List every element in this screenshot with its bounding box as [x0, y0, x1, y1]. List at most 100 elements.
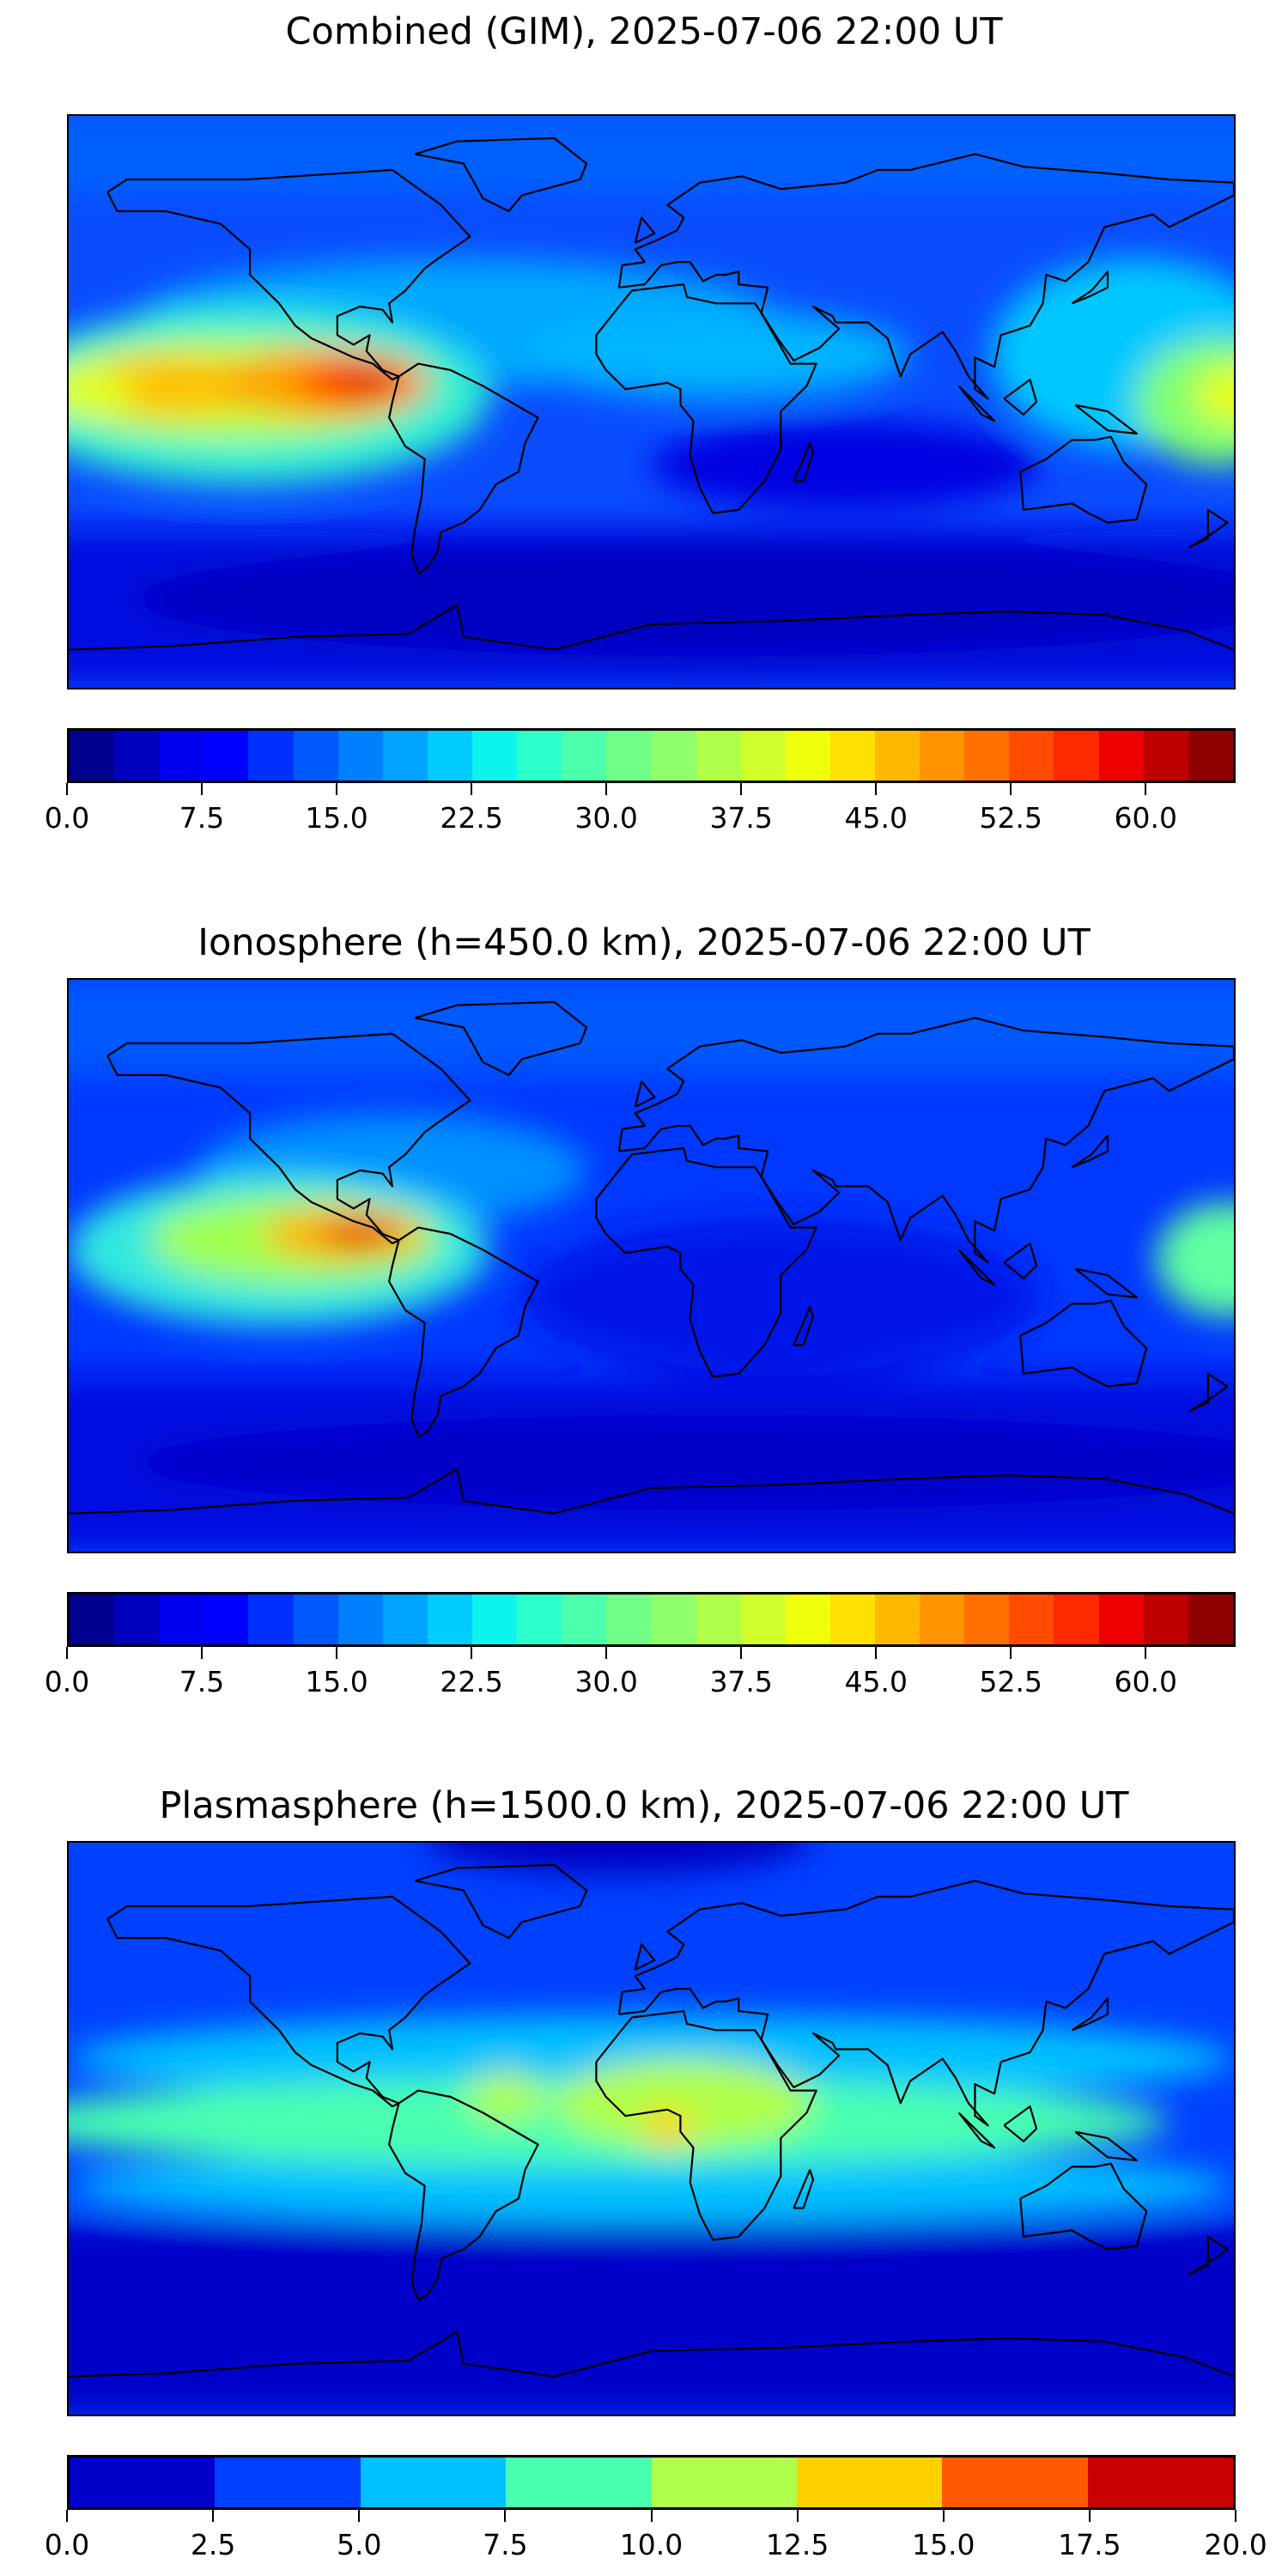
coastline: [619, 1880, 1234, 2125]
coastline: [1188, 1374, 1227, 1412]
colorbar-segment: [248, 731, 294, 781]
contour-region: [651, 421, 1040, 510]
coastline: [619, 154, 1234, 398]
coastline: [107, 1897, 470, 2106]
colorbar-segment: [920, 731, 965, 781]
tick-label: 0.0: [44, 2528, 90, 2561]
colorbar-segment: [159, 1595, 204, 1644]
colorbar-segment: [1143, 1595, 1188, 1644]
colorbar-segment: [70, 1595, 115, 1644]
colorbar-segment: [337, 731, 383, 781]
tick-mark: [605, 783, 608, 795]
contour-region: [1156, 1202, 1234, 1317]
colorbar-segment: [70, 2458, 216, 2507]
coastline: [1072, 271, 1108, 303]
colorbar-segment: [293, 1595, 338, 1644]
colorbar-ticks-ionosphere: 0.0 7.5 15.0 22.5 30.0 37.5 45.0 52.5 60.0: [45, 1647, 1236, 1698]
tick-label: 15.0: [305, 1665, 368, 1698]
tick-mark: [1145, 1647, 1147, 1659]
coastline: [69, 1469, 1234, 1514]
colorbar-segment: [427, 1595, 472, 1644]
colorbar-segment: [651, 2458, 797, 2507]
coastline: [1075, 1269, 1137, 1297]
coastline: [1020, 1301, 1146, 1387]
colorbar-segment: [785, 731, 830, 781]
coastline: [1075, 405, 1137, 434]
tick-mark: [740, 783, 743, 795]
coastline: [69, 2332, 1234, 2377]
tick-label: 0.0: [44, 801, 90, 835]
coastline: [1020, 2164, 1146, 2250]
colorbar-segment: [696, 1595, 741, 1644]
chart-title-ionosphere: Ionosphere (h=450.0 km), 2025-07-06 22:0…: [197, 921, 1091, 964]
tick-label: 37.5: [709, 1665, 773, 1698]
coastline: [389, 364, 538, 574]
tick-label: 17.5: [1058, 2528, 1121, 2561]
tick-label: 60.0: [1114, 1665, 1178, 1698]
contour-region: [554, 2058, 813, 2148]
coastline: [69, 605, 1234, 650]
tick-label: 30.0: [574, 801, 638, 835]
tick-label: 52.5: [979, 1665, 1042, 1698]
colorbar-ticks-plasmasphere: 0.0 2.5 5.0 7.5 10.0 12.5 15.0 17.5 20.0: [45, 2510, 1267, 2561]
colorbar-segment: [114, 1595, 160, 1644]
contour-region: [69, 2148, 1234, 2224]
colorbar-segment: [562, 731, 607, 781]
tick-mark: [1010, 783, 1012, 795]
coastline: [793, 1307, 813, 1345]
tick-mark: [504, 2510, 507, 2522]
tick-mark: [201, 783, 204, 795]
colorbar-segment: [874, 731, 920, 781]
tick-mark: [201, 1647, 204, 1659]
colorbar-segment: [1143, 731, 1188, 781]
tick-mark: [942, 2510, 945, 2522]
colorbar-segment: [70, 731, 115, 781]
colorbar-segment: [382, 731, 428, 781]
colorbar-segment: [248, 1595, 294, 1644]
coastline: [793, 443, 813, 481]
tick-mark: [796, 2510, 799, 2522]
contour-region: [69, 2224, 1234, 2415]
colorbar-segment: [204, 1595, 249, 1644]
tick-label: 45.0: [844, 1665, 908, 1698]
colorbar-segment: [1009, 1595, 1054, 1644]
coastline: [1004, 380, 1036, 415]
tick-label: 52.5: [979, 801, 1042, 835]
colorbar-segment: [796, 2458, 943, 2507]
tick-mark: [471, 1647, 473, 1659]
colorbar-segment: [651, 1595, 696, 1644]
colorbar-segment: [471, 1595, 518, 1644]
tick-mark: [1145, 783, 1147, 795]
colorbar-segment: [651, 731, 696, 781]
colorbar-segment: [204, 731, 249, 781]
chart-title-plasmasphere: Plasmasphere (h=1500.0 km), 2025-07-06 2…: [159, 1784, 1129, 1827]
tick-label: 60.0: [1114, 801, 1178, 835]
colorbar-segment: [471, 731, 518, 781]
colorbar-segment: [829, 731, 875, 781]
contour-field: [69, 116, 1234, 688]
map-plasmasphere: [67, 1841, 1236, 2416]
coastline: [389, 1228, 538, 1437]
colorbar-segment: [360, 2458, 507, 2507]
tick-mark: [66, 1647, 68, 1659]
coastline: [959, 386, 994, 422]
colorbar-segment: [337, 1595, 383, 1644]
coastline: [635, 217, 655, 243]
tick-mark: [212, 2510, 215, 2522]
tick-mark: [358, 2510, 361, 2522]
coastline: [959, 1250, 994, 1285]
coastline: [1020, 437, 1146, 523]
contour-region: [521, 309, 911, 399]
contour-region: [69, 2014, 1234, 2104]
tick-label: 37.5: [709, 801, 773, 835]
colorbar-segment: [942, 2458, 1088, 2507]
colorbar-segment: [506, 2458, 652, 2507]
tick-label: 12.5: [765, 2528, 829, 2561]
tick-label: 0.0: [44, 1665, 90, 1698]
contour-field: [69, 980, 1234, 1552]
colorbar-segment: [740, 731, 786, 781]
colorbar-segment: [562, 1595, 607, 1644]
tick-mark: [875, 1647, 878, 1659]
map-svg: [69, 1843, 1234, 2415]
colorbar-segment: [382, 1595, 428, 1644]
